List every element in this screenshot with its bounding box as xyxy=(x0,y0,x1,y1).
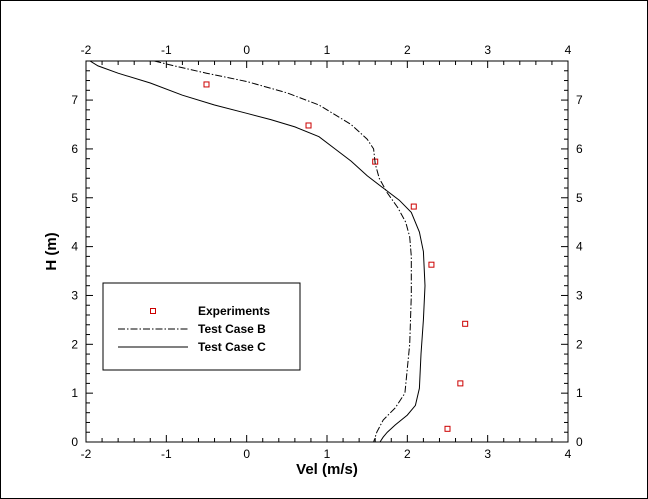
x-tick-label-bottom: 4 xyxy=(565,447,572,461)
x-tick-label-bottom: -2 xyxy=(81,447,92,461)
legend-item: Experiments xyxy=(150,304,270,318)
legend-label: Test Case B xyxy=(198,322,266,336)
x-tick-label-bottom: -1 xyxy=(161,447,172,461)
y-axis-title: H (m) xyxy=(43,232,60,270)
x-tick-label-bottom: 3 xyxy=(484,447,491,461)
y-tick-label-right: 7 xyxy=(576,93,583,107)
x-tick-label-top: -1 xyxy=(161,43,172,57)
y-tick-label-right: 5 xyxy=(576,191,583,205)
x-tick-label-top: -2 xyxy=(81,43,92,57)
y-tick-label-right: 6 xyxy=(576,142,583,156)
x-tick-label-top: 4 xyxy=(565,43,572,57)
x-tick-label-bottom: 0 xyxy=(243,447,250,461)
y-tick-label-right: 1 xyxy=(576,386,583,400)
series-test-case-b xyxy=(154,61,412,442)
y-tick-label-left: 6 xyxy=(71,142,78,156)
x-axis-title: Vel (m/s) xyxy=(296,461,358,478)
y-tick-label-right: 0 xyxy=(576,435,583,449)
x-tick-label-bottom: 1 xyxy=(324,447,331,461)
y-tick-label-left: 2 xyxy=(71,337,78,351)
legend-label: Test Case C xyxy=(198,340,266,354)
axis-ticks xyxy=(85,60,569,443)
legend-marker-swatch xyxy=(150,308,156,314)
data-point xyxy=(428,261,435,268)
x-tick-label-top: 3 xyxy=(484,43,491,57)
y-tick-label-left: 0 xyxy=(71,435,78,449)
plot-area xyxy=(85,60,569,443)
y-tick-label-right: 4 xyxy=(576,240,583,254)
x-tick-label-top: 1 xyxy=(324,43,331,57)
x-tick-label-bottom: 2 xyxy=(404,447,411,461)
data-point xyxy=(203,81,210,88)
data-point xyxy=(305,122,312,129)
y-tick-label-right: 3 xyxy=(576,288,583,302)
legend: Experiments Test Case B Test Case C xyxy=(102,282,301,371)
x-tick-label-top: 2 xyxy=(404,43,411,57)
series-line xyxy=(154,61,412,442)
data-point xyxy=(457,380,464,387)
y-tick-label-left: 4 xyxy=(71,240,78,254)
series-layer xyxy=(89,61,469,442)
series-line xyxy=(89,61,426,442)
data-point xyxy=(444,425,451,432)
data-point xyxy=(462,320,469,327)
legend-item: Test Case B xyxy=(118,322,266,336)
y-tick-label-left: 5 xyxy=(71,191,78,205)
series-experiments xyxy=(203,81,469,432)
legend-label: Experiments xyxy=(198,304,270,318)
data-point xyxy=(410,203,417,210)
y-tick-label-left: 1 xyxy=(71,386,78,400)
y-tick-label-left: 7 xyxy=(71,93,78,107)
legend-item: Test Case C xyxy=(118,340,266,354)
y-tick-label-right: 2 xyxy=(576,337,583,351)
series-test-case-c xyxy=(89,61,426,442)
x-tick-label-top: 0 xyxy=(243,43,250,57)
y-tick-label-left: 3 xyxy=(71,288,78,302)
legend-box xyxy=(102,282,301,371)
